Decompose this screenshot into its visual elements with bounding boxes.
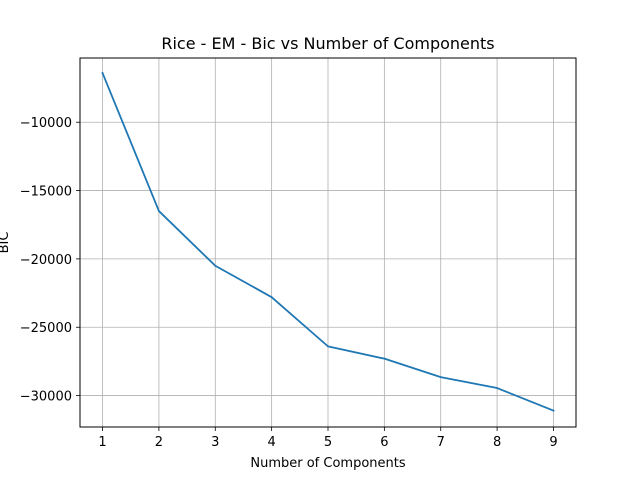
bic-data-point	[214, 264, 217, 267]
x-tick-label: 9	[549, 435, 557, 450]
bic-data-point	[383, 357, 386, 360]
bic-data-point	[439, 376, 442, 379]
y-axis-title: BIC	[0, 232, 12, 254]
y-tick-label: −30000	[20, 390, 72, 405]
x-tick-label: 3	[211, 435, 219, 450]
x-tick-label: 4	[267, 435, 275, 450]
x-tick-label: 8	[493, 435, 501, 450]
bic-data-point	[496, 387, 498, 389]
x-tick-label: 5	[324, 435, 332, 450]
bic-data-point	[270, 296, 273, 299]
grid-lines	[80, 58, 576, 427]
y-tick-label: −25000	[20, 321, 72, 336]
x-tick-label: 2	[155, 435, 163, 450]
x-axis-title: Number of Components	[250, 456, 405, 471]
series-lines	[101, 71, 555, 412]
bic-data-point	[327, 345, 329, 348]
y-tick-label: −15000	[20, 185, 72, 200]
x-tick-label: 6	[380, 435, 388, 450]
bic-data-point	[552, 409, 555, 412]
chart-title: Rice - EM - Bic vs Number of Components	[161, 34, 494, 53]
bic-data-point	[101, 72, 104, 74]
x-tick-label: 1	[98, 435, 106, 450]
x-tick-label: 7	[437, 435, 445, 450]
axis-ticks: 1 2 3 4 5 6 7 8 9 −10000 −15000 −20000 −25000 −30000	[20, 116, 558, 450]
y-tick-label: −20000	[20, 253, 72, 268]
bic-data-point	[158, 210, 160, 212]
y-tick-label: −10000	[20, 116, 72, 131]
